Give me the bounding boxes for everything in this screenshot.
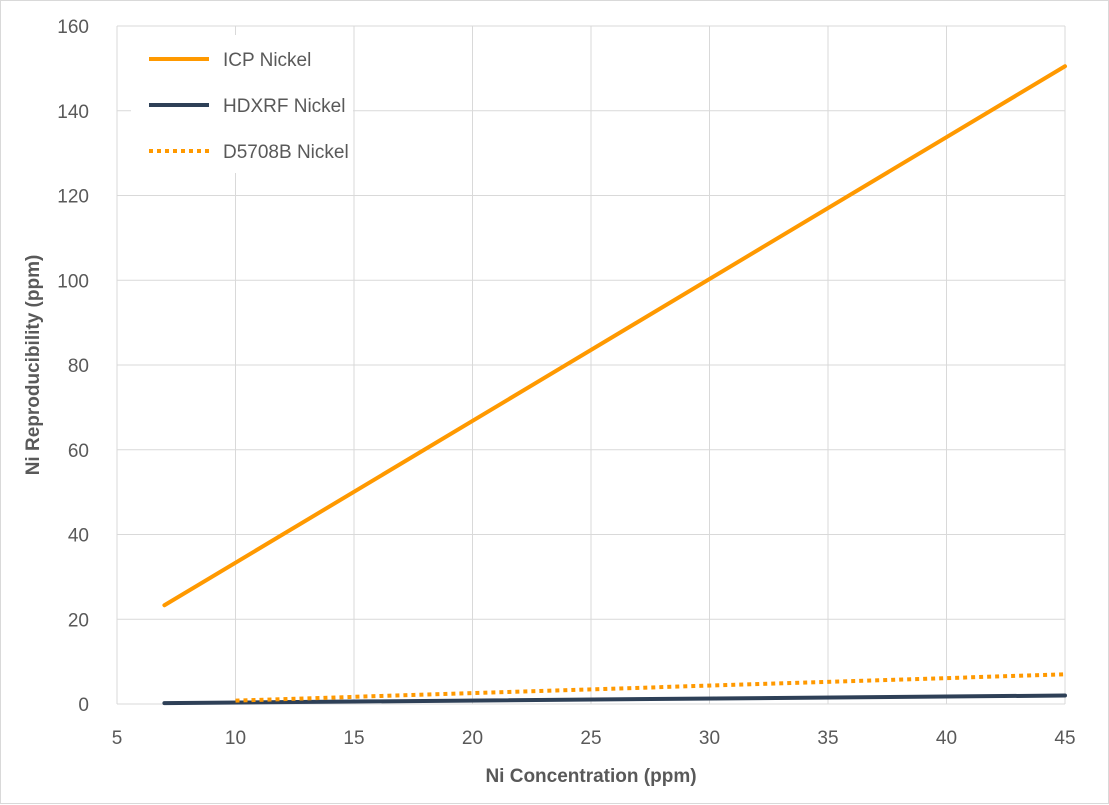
series-line-hdxrf-nickel <box>162 693 1067 706</box>
series-line-d5708b-nickel <box>235 672 1066 703</box>
x-tick-label: 10 <box>225 728 246 749</box>
y-tick-label: 80 <box>68 356 89 377</box>
y-tick-label: 100 <box>57 271 89 292</box>
legend: ICP Nickel HDXRF Nickel D5708B Nickel <box>131 35 353 173</box>
x-tick-label: 25 <box>580 728 601 749</box>
x-axis-title: Ni Concentration (ppm) <box>485 766 696 787</box>
y-tick-label: 60 <box>68 441 89 462</box>
y-axis-tick-labels: 0 20 40 60 80 100 120 140 160 <box>57 17 89 716</box>
legend-label-hdxrf-nickel: HDXRF Nickel <box>223 96 345 117</box>
series-line-icp-nickel <box>162 64 1067 608</box>
x-axis-tick-labels: 5 10 15 20 25 30 35 40 45 <box>112 728 1076 749</box>
x-tick-label: 20 <box>462 728 483 749</box>
x-tick-label: 15 <box>343 728 364 749</box>
y-tick-label: 20 <box>68 610 89 631</box>
x-tick-label: 5 <box>112 728 123 749</box>
x-tick-label: 30 <box>699 728 720 749</box>
y-tick-label: 40 <box>68 526 89 547</box>
y-tick-label: 160 <box>57 17 89 38</box>
x-tick-label: 35 <box>817 728 838 749</box>
legend-label-d5708b-nickel: D5708B Nickel <box>223 142 349 163</box>
y-tick-label: 140 <box>57 102 89 123</box>
legend-label-icp-nickel: ICP Nickel <box>223 50 311 71</box>
x-tick-label: 45 <box>1054 728 1075 749</box>
y-tick-label: 120 <box>57 187 89 208</box>
y-tick-label: 0 <box>78 695 89 716</box>
y-axis-title: Ni Reproducibility (ppm) <box>23 255 44 476</box>
x-tick-label: 40 <box>936 728 957 749</box>
series-lines <box>162 64 1067 706</box>
